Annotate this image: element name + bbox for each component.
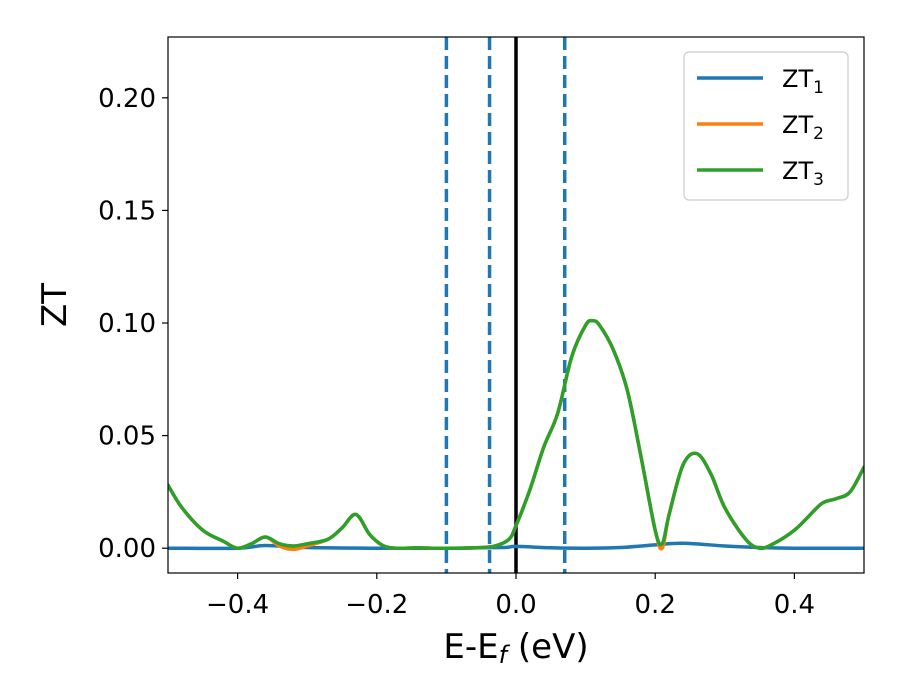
legend-label-zt1: ZT1 xyxy=(782,65,824,98)
legend-label-zt2: ZT2 xyxy=(782,111,824,144)
y-axis-title: ZT xyxy=(35,283,75,327)
y-tick-label: 0.05 xyxy=(98,422,156,452)
x-tick-label: 0.0 xyxy=(495,590,536,620)
x-tick-label: 0.4 xyxy=(774,590,815,620)
y-tick-label: 0.00 xyxy=(98,534,156,564)
x-tick-label: −0.2 xyxy=(345,590,408,620)
series-line-zt3 xyxy=(168,318,864,551)
series-layer xyxy=(168,318,864,552)
y-tick-label: 0.20 xyxy=(98,84,156,114)
reference-lines xyxy=(444,37,567,573)
y-tick-label: 0.15 xyxy=(98,196,156,226)
legend-box xyxy=(683,51,849,201)
x-tick-label: −0.4 xyxy=(206,590,269,620)
x-tick-label: 0.2 xyxy=(635,590,676,620)
x-axis-title: E-Ef (eV) xyxy=(443,627,588,669)
legend: ZT1 ZT2 ZT3 xyxy=(683,51,849,201)
x-axis-ticks: −0.4 −0.2 0.0 0.2 0.4 xyxy=(206,573,815,620)
y-axis-ticks: 0.00 0.05 0.10 0.15 0.20 xyxy=(98,84,168,564)
legend-label-zt3: ZT3 xyxy=(782,157,824,190)
y-tick-label: 0.10 xyxy=(98,309,156,339)
